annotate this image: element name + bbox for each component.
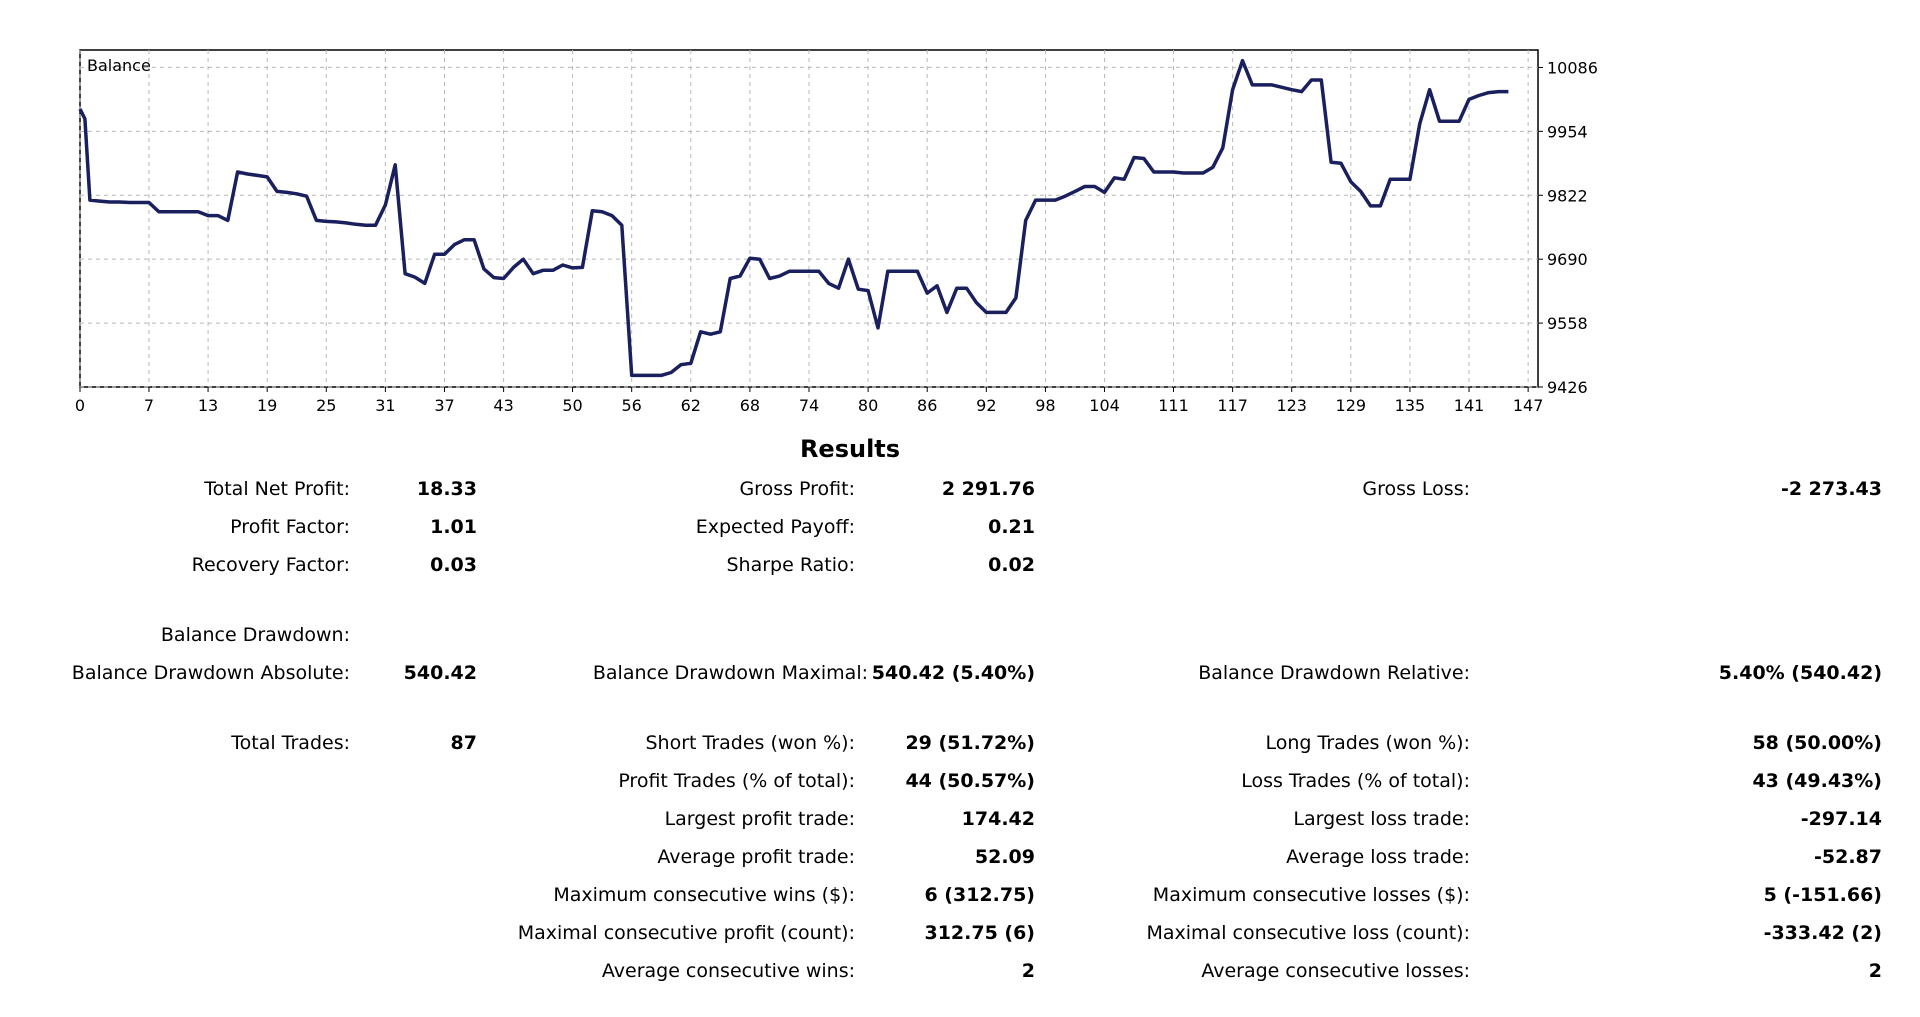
x-tick-label: 25 — [316, 396, 336, 415]
expected-payoff-label: Expected Payoff: — [695, 516, 855, 538]
sharpe-ratio-value: 0.02 — [988, 554, 1035, 576]
average-loss-trade-label: Average loss trade: — [1286, 846, 1470, 868]
balance-chart: Balance 9426 9558 9690 9822 9954 10086 0 7 13 19… — [75, 49, 1598, 415]
x-tick-label: 98 — [1035, 396, 1055, 415]
x-tick-label: 80 — [858, 396, 878, 415]
balance-drawdown-label: Balance Drawdown: — [160, 624, 350, 646]
average-consecutive-wins-label: Average consecutive wins: — [601, 960, 855, 982]
x-tick-label: 104 — [1089, 396, 1120, 415]
chart-gridlines — [79, 50, 1538, 388]
balance-series-line — [78, 58, 1509, 378]
long-trades-label: Long Trades (won %): — [1265, 732, 1470, 754]
x-tick-label: 111 — [1158, 396, 1189, 415]
y-axis-ticks: 9426 9558 9690 9822 9954 10086 — [1538, 58, 1598, 397]
balance-drawdown-maximal-label: Balance Drawdown Maximal: — [592, 662, 868, 684]
y-tick-label: 9822 — [1547, 186, 1588, 205]
gross-profit-value: 2 291.76 — [941, 478, 1035, 500]
recovery-factor-value: 0.03 — [430, 554, 477, 576]
loss-trades-label: Loss Trades (% of total): — [1241, 770, 1470, 792]
average-consecutive-losses-label: Average consecutive losses: — [1201, 960, 1470, 982]
average-consecutive-wins-value: 2 — [1021, 960, 1035, 982]
x-tick-label: 129 — [1336, 396, 1367, 415]
y-tick-label: 9690 — [1547, 250, 1588, 269]
x-tick-label: 123 — [1276, 396, 1307, 415]
max-consecutive-losses-value: 5 (-151.66) — [1763, 884, 1882, 906]
x-tick-label: 147 — [1513, 396, 1544, 415]
y-tick-label: 10086 — [1547, 58, 1598, 77]
total-net-profit-value: 18.33 — [416, 478, 477, 500]
x-tick-label: 43 — [493, 396, 513, 415]
gross-loss-label: Gross Loss: — [1362, 478, 1470, 500]
average-profit-trade-value: 52.09 — [974, 846, 1035, 868]
recovery-factor-label: Recovery Factor: — [191, 554, 350, 576]
y-tick-label: 9954 — [1547, 122, 1588, 141]
largest-profit-trade-value: 174.42 — [961, 808, 1035, 830]
balance-drawdown-relative-value: 5.40% (540.42) — [1718, 662, 1882, 684]
x-tick-label: 117 — [1217, 396, 1248, 415]
largest-profit-trade-label: Largest profit trade: — [664, 808, 855, 830]
short-trades-label: Short Trades (won %): — [645, 732, 855, 754]
gross-loss-value: -2 273.43 — [1780, 478, 1882, 500]
y-tick-label: 9426 — [1547, 378, 1588, 397]
x-tick-label: 0 — [75, 396, 85, 415]
x-tick-label: 62 — [681, 396, 701, 415]
profit-factor-value: 1.01 — [430, 516, 477, 538]
x-tick-label: 135 — [1395, 396, 1426, 415]
profit-factor-label: Profit Factor: — [230, 516, 350, 538]
largest-loss-trade-label: Largest loss trade: — [1293, 808, 1470, 830]
y-tick-label: 9558 — [1547, 314, 1588, 333]
x-tick-label: 50 — [562, 396, 582, 415]
x-tick-label: 56 — [621, 396, 641, 415]
x-tick-label: 92 — [976, 396, 996, 415]
x-tick-label: 31 — [375, 396, 395, 415]
average-consecutive-losses-value: 2 — [1868, 960, 1882, 982]
x-tick-label: 141 — [1454, 396, 1485, 415]
x-tick-label: 68 — [740, 396, 760, 415]
average-loss-trade-value: -52.87 — [1814, 846, 1882, 868]
chart-title: Balance — [87, 56, 151, 75]
profit-trades-value: 44 (50.57%) — [905, 770, 1035, 792]
max-consecutive-losses-label: Maximum consecutive losses ($): — [1152, 884, 1470, 906]
maximal-consecutive-loss-label: Maximal consecutive loss (count): — [1146, 922, 1471, 944]
balance-drawdown-absolute-value: 540.42 — [403, 662, 477, 684]
total-trades-value: 87 — [450, 732, 477, 754]
maximal-consecutive-profit-value: 312.75 (6) — [924, 922, 1035, 944]
balance-drawdown-relative-label: Balance Drawdown Relative: — [1198, 662, 1470, 684]
gross-profit-label: Gross Profit: — [739, 478, 855, 500]
results-title: Results — [799, 435, 901, 463]
total-net-profit-label: Total Net Profit: — [204, 478, 350, 500]
average-profit-trade-label: Average profit trade: — [657, 846, 855, 868]
x-axis-ticks: 0 7 13 19 25 31 37 43 50 56 62 68 74 80 86 92 98 104 111 11… — [75, 387, 1544, 415]
maximal-consecutive-profit-label: Maximal consecutive profit (count): — [517, 922, 855, 944]
largest-loss-trade-value: -297.14 — [1800, 808, 1882, 830]
profit-trades-label: Profit Trades (% of total): — [618, 770, 855, 792]
x-tick-label: 37 — [434, 396, 454, 415]
maximal-consecutive-loss-value: -333.42 (2) — [1763, 922, 1882, 944]
loss-trades-value: 43 (49.43%) — [1752, 770, 1882, 792]
x-tick-label: 7 — [144, 396, 154, 415]
x-tick-label: 19 — [257, 396, 277, 415]
x-tick-label: 86 — [917, 396, 937, 415]
long-trades-value: 58 (50.00%) — [1752, 732, 1882, 754]
max-consecutive-wins-value: 6 (312.75) — [924, 884, 1035, 906]
expected-payoff-value: 0.21 — [988, 516, 1035, 538]
balance-drawdown-absolute-label: Balance Drawdown Absolute: — [71, 662, 350, 684]
x-tick-label: 13 — [198, 396, 218, 415]
sharpe-ratio-label: Sharpe Ratio: — [726, 554, 855, 576]
x-tick-label: 74 — [799, 396, 819, 415]
max-consecutive-wins-label: Maximum consecutive wins ($): — [553, 884, 855, 906]
total-trades-label: Total Trades: — [231, 732, 350, 754]
short-trades-value: 29 (51.72%) — [905, 732, 1035, 754]
balance-drawdown-maximal-value: 540.42 (5.40%) — [871, 662, 1035, 684]
